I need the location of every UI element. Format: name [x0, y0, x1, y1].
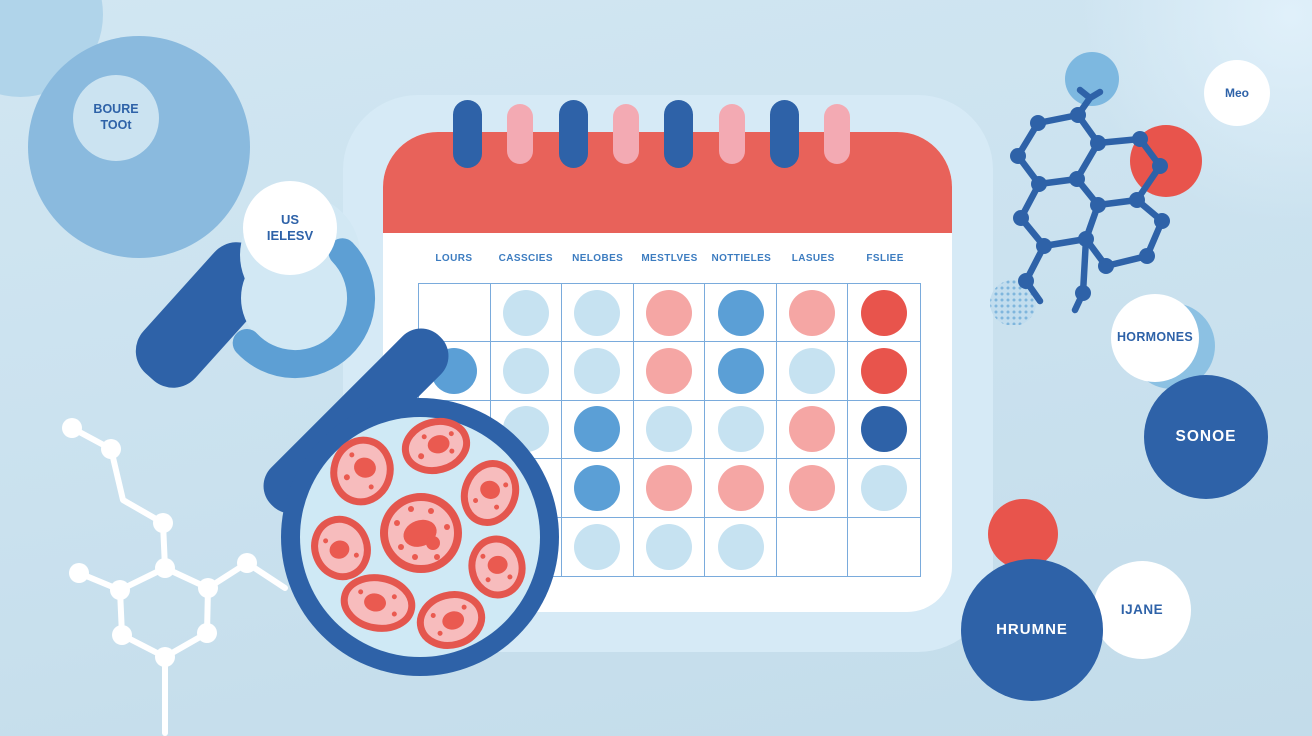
- cycle-dot-pink: [645, 289, 692, 336]
- cycle-dot-pink: [717, 464, 764, 511]
- calendar-cell: [490, 284, 563, 343]
- ijane-label: IJANE: [1120, 601, 1164, 617]
- calendar-cell: [776, 400, 849, 460]
- binder-ring: [664, 100, 694, 168]
- cells-group: [311, 417, 526, 649]
- calendar-cell: [848, 518, 920, 576]
- meo-bubble: Meo: [1204, 60, 1270, 126]
- satellite-bubble: US IELESV: [243, 181, 337, 275]
- cycle-dot-mid: [574, 406, 621, 453]
- cycle-dot-light: [645, 523, 692, 570]
- calendar-cell: [776, 342, 849, 401]
- day-header: MESTLVES: [641, 252, 698, 264]
- cycle-dot-light: [574, 289, 621, 336]
- cycle-dot-light: [574, 523, 621, 570]
- sonoe-label: SONOE: [1175, 428, 1237, 446]
- white-molecule-icon: [62, 418, 288, 736]
- calendar-cell: [562, 284, 634, 343]
- ijane-bubble: IJANE: [1093, 561, 1191, 659]
- binder-ring: [824, 104, 851, 164]
- top-left-bubble-label: BOURE TOOt: [93, 102, 139, 132]
- calendar-cell: [633, 400, 706, 460]
- calendar-cell: [705, 342, 777, 401]
- red-circle: [988, 499, 1058, 569]
- molecule-dotted-circle: [990, 280, 1036, 325]
- cycle-dot-light: [789, 348, 836, 395]
- meo-label: Meo: [1225, 85, 1249, 100]
- day-header: FSLIEE: [866, 252, 904, 264]
- day-header: LOURS: [435, 252, 473, 264]
- calendar-cell: [776, 284, 849, 343]
- calendar-cell: [848, 342, 920, 401]
- calendar-cell: [633, 284, 706, 343]
- cycle-dot-navy: [861, 406, 908, 453]
- cycle-dot-pink: [789, 464, 836, 511]
- binder-ring: [558, 100, 588, 168]
- satellite-bubble-label: US IELESV: [266, 211, 314, 243]
- cycle-dot-pink: [789, 406, 836, 453]
- cycle-dot-light: [717, 406, 764, 453]
- calendar-cell: [705, 517, 777, 576]
- day-header: NOTTIELES: [711, 252, 772, 264]
- cycle-dot-light: [717, 523, 764, 570]
- calendar-cell: [419, 284, 491, 343]
- cycle-dot-pink: [645, 464, 692, 511]
- calendar-cell: [848, 401, 920, 460]
- calendar-cell: [776, 459, 849, 518]
- calendar-cell: [490, 342, 563, 401]
- cycle-dot-light: [861, 464, 908, 511]
- hormones-bubble: HORMONES: [1111, 294, 1199, 382]
- cycle-dot-pink: [645, 348, 692, 395]
- calendar-cell: [848, 459, 920, 518]
- binder-ring: [718, 104, 745, 164]
- calendar-cell: [633, 459, 706, 518]
- calendar-rings: [453, 100, 873, 170]
- cycle-dot-light: [574, 348, 621, 395]
- binder-ring: [769, 100, 799, 168]
- calendar-cell: [562, 459, 634, 518]
- cycle-dot-red: [861, 348, 908, 395]
- binder-ring: [507, 104, 534, 164]
- hrumne-bubble: HRUMNE: [961, 559, 1103, 701]
- calendar-cell: [562, 342, 634, 401]
- cycle-dot-light: [645, 406, 692, 453]
- binder-ring: [453, 100, 482, 168]
- calendar-cell: [705, 400, 777, 460]
- binder-ring: [612, 104, 639, 164]
- day-header: LASUES: [791, 252, 835, 264]
- magnifier-lens-icon: [281, 398, 559, 676]
- calendar-cell: [777, 517, 849, 576]
- cycle-dot-mid: [717, 348, 764, 395]
- crescent-icon: [232, 238, 375, 379]
- calendar-cell: [705, 284, 777, 343]
- sonoe-bubble: SONOE: [1144, 375, 1268, 499]
- cycle-dot-light: [502, 289, 549, 336]
- calendar-cell: [848, 284, 920, 343]
- calendar-cell: [491, 517, 563, 576]
- molecule-icon: [990, 52, 1202, 325]
- cycle-dot-light: [502, 348, 549, 395]
- hrumne-label: HRUMNE: [996, 620, 1068, 638]
- day-header: CASSCIES: [498, 252, 553, 264]
- cycle-dot-pink: [789, 289, 836, 336]
- calendar-cell: [634, 517, 706, 576]
- day-header: NELOBES: [572, 252, 624, 264]
- cycle-dot-mid: [717, 289, 764, 336]
- cycle-dot-red: [861, 289, 908, 336]
- hormones-label: HORMONES: [1116, 330, 1193, 345]
- calendar-cell: [633, 342, 706, 401]
- calendar-day-header-row: LOURS CASSCIES NELOBES MESTLVES NOTTIELES LAS…: [418, 246, 921, 270]
- calendar-cell: [562, 400, 634, 460]
- cycle-dot-mid: [574, 464, 621, 511]
- top-left-bubble: BOURE TOOt: [73, 75, 159, 161]
- calendar-cell: [705, 459, 777, 518]
- calendar-cell: [562, 517, 634, 576]
